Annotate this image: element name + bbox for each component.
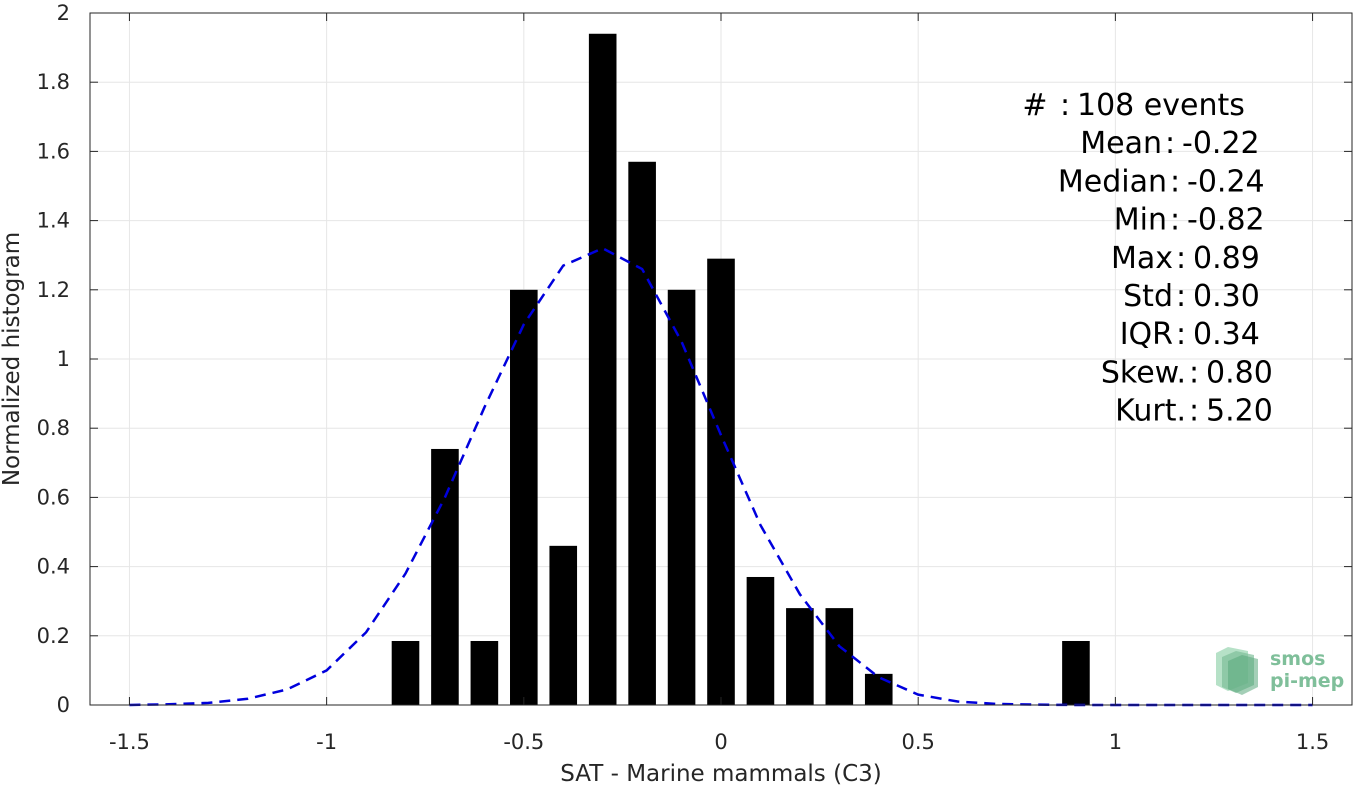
stat-line-5: Std: 0.30: [1123, 279, 1260, 314]
stat-value-0: 108 events: [1077, 88, 1245, 123]
stat-value-1: -0.22: [1182, 126, 1260, 161]
stat-value-5: 0.30: [1193, 279, 1260, 314]
stat-label-1: Mean: [1080, 126, 1162, 161]
stat-colon-4: :: [1176, 241, 1186, 276]
histogram-bar-8: [707, 258, 735, 705]
logo-text-smos: smos: [1270, 648, 1325, 670]
x-tick-label-1: -1: [316, 730, 337, 754]
smos-pi-mep-logo: smos pi-mep: [1216, 647, 1344, 695]
histogram-bar-4: [549, 545, 578, 705]
histogram-bars: [391, 33, 1090, 705]
stat-line-0: # :108 events: [1022, 88, 1245, 123]
stat-value-8: 5.20: [1206, 394, 1273, 429]
stat-value-2: -0.24: [1187, 164, 1265, 199]
x-tick-label-5: 1: [1109, 730, 1122, 754]
stat-label-6: IQR: [1120, 317, 1173, 352]
x-axis-label: SAT - Marine mammals (C3): [560, 761, 882, 785]
histogram-bar-5: [588, 33, 617, 705]
histogram-bar-3: [510, 289, 538, 705]
stat-value-7: 0.80: [1206, 355, 1273, 390]
x-tick-label-0: -1.5: [109, 730, 150, 754]
stat-label-0: #: [1022, 88, 1057, 123]
x-tick-label-4: 0.5: [901, 730, 934, 754]
histogram-bar-10: [786, 608, 814, 705]
y-axis-ticks: 0 0.2 0.4 0.6 0.8 1 1.2 1.4 1.6 1.8 2: [37, 1, 1352, 717]
stat-value-6: 0.34: [1193, 317, 1260, 352]
stat-colon-7: :: [1189, 355, 1199, 390]
stat-label-4: Max: [1111, 241, 1173, 276]
histogram-bar-7: [667, 289, 696, 705]
y-tick-label-0: 0: [57, 693, 70, 717]
y-tick-label-4: 0.8: [37, 416, 70, 440]
y-tick-label-10: 2: [57, 1, 70, 25]
stat-label-8: Kurt.: [1115, 394, 1186, 429]
y-tick-label-6: 1.2: [37, 278, 70, 302]
y-tick-label-3: 0.6: [37, 485, 70, 509]
stat-line-6: IQR: 0.34: [1120, 317, 1260, 352]
histogram-bar-0: [391, 640, 420, 705]
y-axis-label: Normalized histogram: [0, 232, 25, 486]
stat-line-8: Kurt.: 5.20: [1115, 394, 1273, 429]
stat-line-3: Min: -0.82: [1114, 203, 1265, 238]
histogram-bar-9: [746, 576, 775, 705]
y-tick-label-1: 0.2: [37, 624, 70, 648]
stat-colon-1: :: [1165, 126, 1175, 161]
stat-colon-2: :: [1170, 164, 1180, 199]
stat-label-2: Median: [1058, 164, 1167, 199]
histogram-bar-1: [431, 448, 459, 705]
stat-colon-6: :: [1176, 317, 1186, 352]
histogram-bar-11: [825, 608, 854, 705]
stat-line-1: Mean: -0.22: [1080, 126, 1259, 161]
y-tick-label-8: 1.6: [37, 139, 70, 163]
histogram-bar-2: [470, 640, 499, 705]
stat-line-7: Skew.: 0.80: [1101, 355, 1273, 390]
histogram-bar-13: [1062, 640, 1090, 705]
x-tick-label-3: 0: [714, 730, 727, 754]
x-tick-label-6: 1.5: [1296, 730, 1329, 754]
stat-colon-8: :: [1189, 394, 1199, 429]
histogram-bar-6: [628, 161, 656, 705]
logo-text-pi-mep: pi-mep: [1270, 670, 1344, 692]
y-tick-label-9: 1.8: [37, 70, 70, 94]
stat-colon-0: :: [1060, 88, 1070, 123]
y-tick-label-2: 0.4: [37, 555, 70, 579]
y-tick-label-7: 1.4: [37, 209, 70, 233]
histogram-bar-12: [864, 673, 893, 705]
stat-label-7: Skew.: [1101, 355, 1186, 390]
stat-label-5: Std: [1123, 279, 1173, 314]
x-tick-label-2: -0.5: [503, 730, 544, 754]
y-tick-label-5: 1: [57, 347, 70, 371]
stat-line-2: Median: -0.24: [1058, 164, 1265, 199]
stat-colon-5: :: [1176, 279, 1186, 314]
stat-value-3: -0.82: [1187, 203, 1265, 238]
stat-value-4: 0.89: [1193, 241, 1260, 276]
x-axis-ticks: -1.5 -1 -0.5 0 0.5 1 1.5: [109, 13, 1329, 754]
stat-line-4: Max: 0.89: [1111, 241, 1260, 276]
stat-colon-3: :: [1170, 203, 1180, 238]
stat-label-3: Min: [1114, 203, 1167, 238]
